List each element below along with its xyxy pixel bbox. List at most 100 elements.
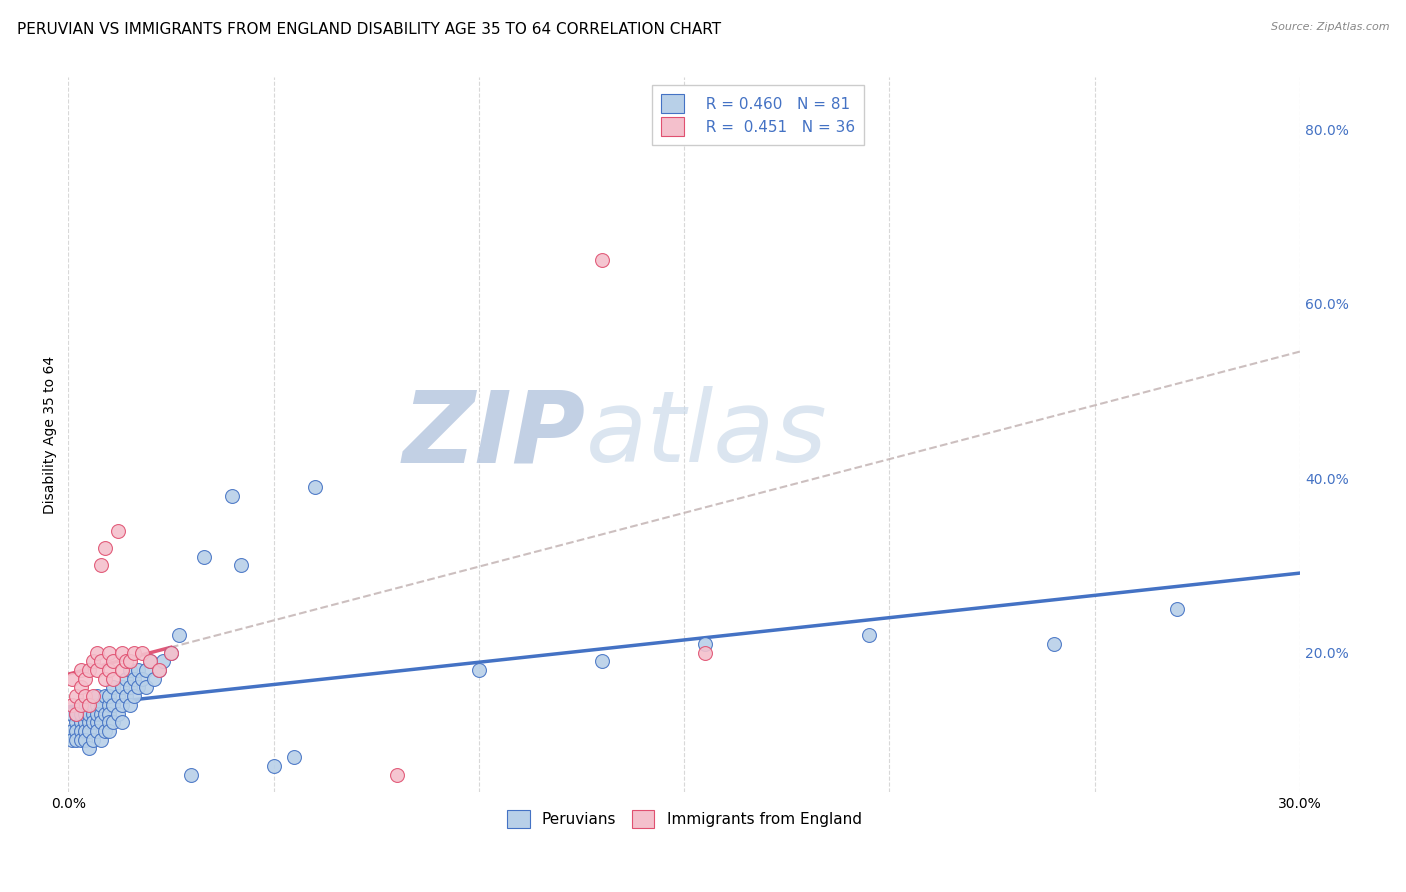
Point [110, 698, 132, 712]
Point [94, 672, 117, 686]
Point [77, 698, 100, 712]
Point [65, 706, 87, 721]
Point [131, 672, 153, 686]
Point [82, 732, 104, 747]
Point [148, 663, 170, 677]
Point [86, 646, 108, 660]
Text: ZIP: ZIP [402, 386, 586, 483]
Point [103, 715, 125, 730]
Point [127, 663, 149, 677]
Point [73, 715, 96, 730]
Point [143, 672, 166, 686]
Point [65, 715, 87, 730]
Point [60, 672, 83, 686]
Point [160, 646, 183, 660]
Point [131, 646, 153, 660]
Point [98, 689, 121, 703]
Point [69, 663, 91, 677]
Point [107, 689, 129, 703]
Point [693, 637, 716, 651]
Point [221, 489, 243, 503]
Point [98, 715, 121, 730]
Point [135, 681, 157, 695]
Point [118, 654, 141, 668]
Point [693, 646, 716, 660]
Text: PERUVIAN VS IMMIGRANTS FROM ENGLAND DISABILITY AGE 35 TO 64 CORRELATION CHART: PERUVIAN VS IMMIGRANTS FROM ENGLAND DISA… [17, 22, 721, 37]
Point [82, 715, 104, 730]
Point [110, 646, 132, 660]
Point [98, 698, 121, 712]
Point [60, 698, 83, 712]
Point [69, 706, 91, 721]
Point [229, 558, 252, 573]
Point [73, 732, 96, 747]
Point [69, 698, 91, 712]
Point [69, 723, 91, 738]
Point [86, 723, 108, 738]
Point [98, 646, 121, 660]
Point [73, 689, 96, 703]
Point [118, 663, 141, 677]
Point [114, 654, 136, 668]
Point [139, 654, 162, 668]
Point [114, 689, 136, 703]
Point [60, 723, 83, 738]
Point [118, 681, 141, 695]
Point [77, 741, 100, 756]
Point [94, 689, 117, 703]
Point [122, 646, 145, 660]
Point [90, 654, 112, 668]
Point [167, 628, 190, 642]
Legend: Peruvians, Immigrants from England: Peruvians, Immigrants from England [501, 804, 868, 834]
Point [283, 750, 305, 764]
Point [90, 698, 112, 712]
Point [69, 715, 91, 730]
Point [65, 732, 87, 747]
Point [90, 706, 112, 721]
Point [127, 681, 149, 695]
Point [94, 723, 117, 738]
Point [103, 654, 125, 668]
Point [107, 706, 129, 721]
Point [858, 628, 880, 642]
Point [1042, 637, 1064, 651]
Point [82, 706, 104, 721]
Point [591, 654, 613, 668]
Point [77, 663, 100, 677]
Point [90, 732, 112, 747]
Point [86, 698, 108, 712]
Point [98, 706, 121, 721]
Point [65, 706, 87, 721]
Point [263, 759, 285, 773]
Point [118, 698, 141, 712]
Point [103, 681, 125, 695]
Point [69, 732, 91, 747]
Point [103, 698, 125, 712]
Point [69, 681, 91, 695]
Point [1166, 602, 1188, 616]
Text: atlas: atlas [586, 386, 827, 483]
Text: Source: ZipAtlas.com: Source: ZipAtlas.com [1271, 22, 1389, 32]
Point [86, 715, 108, 730]
Point [110, 681, 132, 695]
Point [110, 715, 132, 730]
Point [122, 689, 145, 703]
Point [65, 723, 87, 738]
Point [90, 715, 112, 730]
Point [60, 706, 83, 721]
Point [114, 672, 136, 686]
Point [94, 706, 117, 721]
Point [77, 706, 100, 721]
Point [94, 541, 117, 555]
Point [86, 706, 108, 721]
Point [103, 672, 125, 686]
Point [77, 715, 100, 730]
Point [152, 654, 174, 668]
Point [86, 689, 108, 703]
Point [82, 654, 104, 668]
Point [135, 663, 157, 677]
Point [82, 698, 104, 712]
Point [98, 663, 121, 677]
Point [385, 767, 408, 781]
Point [77, 698, 100, 712]
